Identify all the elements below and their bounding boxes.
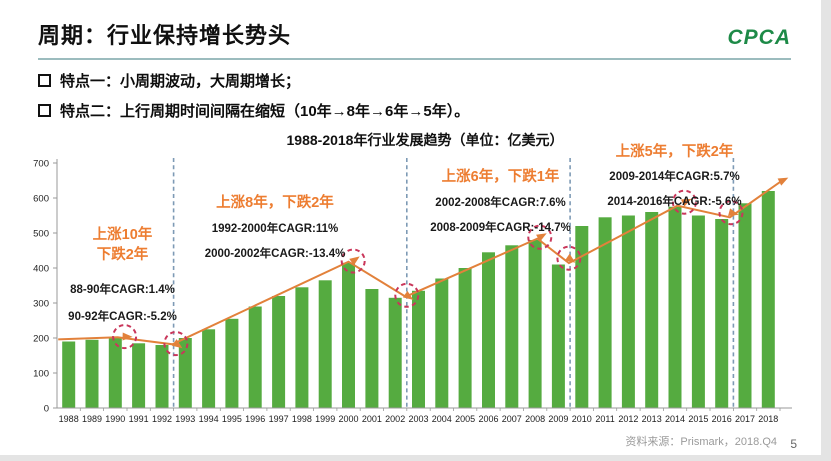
square-bullet-icon <box>38 104 51 117</box>
svg-text:700: 700 <box>33 159 49 170</box>
svg-text:2007: 2007 <box>502 414 522 424</box>
annotation-cycle-2: 上涨8年，下跌2年 1992-2000年CAGR:11% 2000-2002年C… <box>185 194 365 270</box>
svg-text:2012: 2012 <box>618 414 638 424</box>
svg-text:600: 600 <box>33 194 49 205</box>
svg-text:2005: 2005 <box>455 414 475 424</box>
svg-text:2015: 2015 <box>688 414 708 424</box>
cpca-logo: CPCA <box>727 26 791 49</box>
trend-line-group <box>58 177 789 346</box>
svg-text:1998: 1998 <box>292 414 312 424</box>
svg-text:2016: 2016 <box>712 414 732 424</box>
svg-text:2008: 2008 <box>525 414 545 424</box>
svg-text:2014: 2014 <box>665 414 685 424</box>
chart-title: 1988-2018年行业发展趋势（单位：亿美元） <box>286 132 564 148</box>
svg-text:400: 400 <box>33 264 49 275</box>
svg-text:1992: 1992 <box>152 414 172 424</box>
svg-text:500: 500 <box>33 229 49 240</box>
svg-text:2017: 2017 <box>735 414 755 424</box>
svg-text:1999: 1999 <box>315 414 335 424</box>
page-number: 5 <box>790 437 797 451</box>
svg-text:2013: 2013 <box>642 414 662 424</box>
turning-point-markers-group <box>112 189 744 357</box>
svg-text:2018: 2018 <box>758 414 778 424</box>
svg-text:2002: 2002 <box>385 414 405 424</box>
svg-text:1997: 1997 <box>269 414 289 424</box>
cagr-line: 2009-2014年CAGR:5.7% <box>609 170 740 183</box>
annotation-cagr-2: 1992-2000年CAGR:11% 2000-2002年CAGR:-13.4% <box>185 220 365 261</box>
svg-text:1994: 1994 <box>199 414 219 424</box>
annotation-heading-4: 上涨5年，下跌2年 <box>615 144 734 160</box>
svg-text:300: 300 <box>33 299 49 310</box>
cagr-line: 90-92年CAGR:-5.2% <box>68 311 177 324</box>
annotation-cagr-3: 2002-2008年CAGR:7.6% 2008-2009年CAGR:-14.7… <box>408 194 593 235</box>
svg-text:2006: 2006 <box>478 414 498 424</box>
svg-text:1989: 1989 <box>82 414 102 424</box>
svg-text:1996: 1996 <box>245 414 265 424</box>
svg-text:2010: 2010 <box>572 414 592 424</box>
bullet-text-2: 特点二：上行周期时间间隔在缩短（10年→8年→6年→5年）。 <box>60 103 470 120</box>
bullet-list: 特点一：小周期波动，大周期增长； 特点二：上行周期时间间隔在缩短（10年→8年→… <box>38 70 469 130</box>
cagr-line: 2014-2016年CAGR:-5.6% <box>607 195 742 208</box>
cagr-line: 1992-2000年CAGR:11% <box>211 222 339 235</box>
page-title: 周期：行业保持增长势头 <box>38 23 292 48</box>
svg-text:1991: 1991 <box>129 414 149 424</box>
source-note: 资料来源：Prismark，2018.Q4 <box>625 436 777 448</box>
annotation-heading-3: 上涨6年，下跌1年 <box>441 169 560 185</box>
svg-text:2004: 2004 <box>432 414 452 424</box>
svg-text:200: 200 <box>33 334 49 345</box>
bullet-text-1: 特点一：小周期波动，大周期增长； <box>60 73 301 90</box>
svg-text:1993: 1993 <box>175 414 195 424</box>
annotation-heading-line: 上涨10年 <box>92 227 153 243</box>
svg-text:2011: 2011 <box>595 414 614 424</box>
annotation-heading-2: 上涨8年，下跌2年 <box>216 195 334 211</box>
svg-text:2001: 2001 <box>362 414 382 424</box>
svg-text:1988: 1988 <box>59 414 79 424</box>
period-separators-group <box>172 158 735 408</box>
bullet-item-1: 特点一：小周期波动，大周期增长； <box>38 70 469 91</box>
annotation-heading-1: 上涨10年 下跌2年 <box>45 226 200 265</box>
svg-text:1995: 1995 <box>222 414 242 424</box>
bars-group <box>62 191 775 409</box>
square-bullet-icon <box>38 74 51 87</box>
svg-text:2009: 2009 <box>548 414 568 424</box>
cagr-line: 2000-2002年CAGR:-13.4% <box>204 247 346 260</box>
cagr-line: 88-90年CAGR:1.4% <box>70 284 175 297</box>
annotation-cycle-3: 上涨6年，下跌1年 2002-2008年CAGR:7.6% 2008-2009年… <box>408 168 593 244</box>
slide-edge-bottom <box>0 455 831 461</box>
svg-text:1990: 1990 <box>105 414 125 424</box>
annotation-cagr-1: 88-90年CAGR:1.4% 90-92年CAGR:-5.2% <box>45 281 200 324</box>
svg-text:0: 0 <box>44 404 49 415</box>
annotation-heading-line: 下跌2年 <box>96 246 149 263</box>
svg-text:2003: 2003 <box>408 414 428 424</box>
annotation-cycle-1: 上涨10年 下跌2年 88-90年CAGR:1.4% 90-92年CAGR:-5… <box>45 226 200 335</box>
cagr-line: 2002-2008年CAGR:7.6% <box>435 196 566 209</box>
svg-text:2000: 2000 <box>338 414 358 424</box>
annotation-cagr-4: 2009-2014年CAGR:5.7% 2014-2016年CAGR:-5.6% <box>582 168 767 209</box>
slide-edge-right <box>821 0 831 461</box>
annotation-cycle-4: 上涨5年，下跌2年 2009-2014年CAGR:5.7% 2014-2016年… <box>582 143 767 218</box>
title-divider <box>38 58 791 60</box>
cagr-line: 2008-2009年CAGR:-14.7% <box>430 221 571 234</box>
bullet-item-2: 特点二：上行周期时间间隔在缩短（10年→8年→6年→5年）。 <box>38 100 469 121</box>
svg-text:100: 100 <box>33 369 49 380</box>
